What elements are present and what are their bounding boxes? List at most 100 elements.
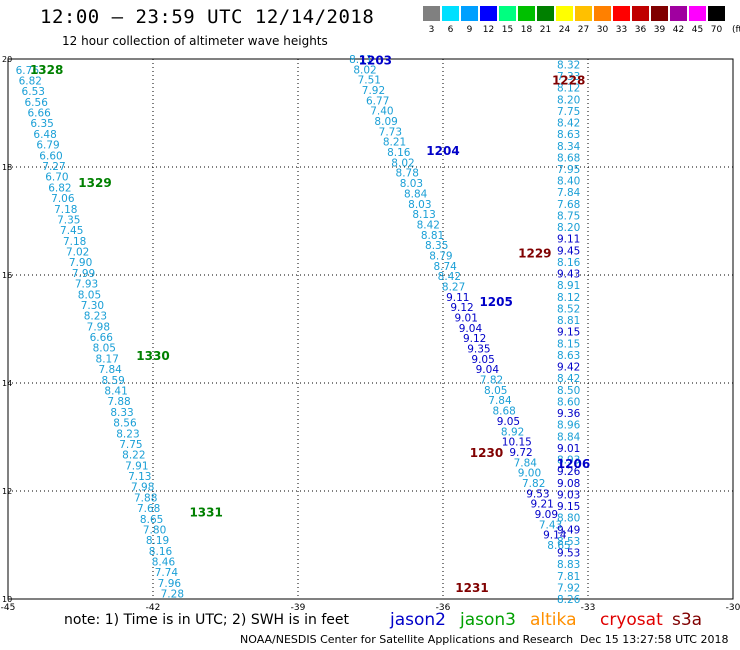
scale-label-30: 30 — [596, 25, 609, 35]
swh-value: 8.46 — [152, 557, 176, 569]
swh-value: 7.99 — [72, 268, 95, 280]
scale-unit: (ft) — [732, 25, 740, 35]
swh-value: 8.91 — [557, 280, 580, 292]
scale-swatch-27 — [575, 6, 593, 21]
swh-value: 7.02 — [66, 247, 89, 259]
swh-value: 8.78 — [396, 168, 419, 180]
lat-tick-label: 10 — [2, 595, 12, 604]
scale-label-12: 12 — [482, 25, 495, 35]
swh-value: 7.43 — [539, 519, 562, 531]
scale-swatch-33 — [613, 6, 631, 21]
swh-value: 9.15 — [557, 327, 580, 339]
swh-value: 7.18 — [63, 236, 86, 248]
scale-swatch-21 — [537, 6, 555, 21]
swh-value: 8.13 — [412, 209, 435, 221]
swh-value: 8.02 — [353, 64, 376, 76]
swh-value: 8.83 — [557, 559, 580, 571]
swh-value: 8.20 — [557, 94, 580, 106]
swh-value: 9.03 — [557, 489, 580, 501]
lat-tick-label: 18 — [2, 163, 12, 172]
swh-value: 8.03 — [408, 199, 431, 211]
swh-value: 8.23 — [116, 428, 139, 440]
swh-value: 6.79 — [36, 140, 59, 152]
swh-value: 7.33 — [557, 71, 580, 83]
scale-swatch-39 — [651, 6, 669, 21]
swh-value: 8.42 — [438, 271, 461, 283]
swh-value: 8.65 — [547, 540, 570, 552]
track-label-1330: 1330 — [136, 349, 169, 363]
swh-value: 8.96 — [557, 420, 581, 432]
swh-value: 9.15 — [557, 501, 580, 513]
swh-value: 7.90 — [69, 257, 92, 269]
lat-tick-label: 12 — [2, 487, 12, 496]
swh-value: 9.43 — [557, 269, 580, 281]
swh-value: 9.12 — [463, 333, 486, 345]
swh-value: 8.92 — [501, 426, 524, 438]
swh-value: 8.40 — [557, 176, 580, 188]
legend-s3a: s3a — [672, 610, 703, 630]
swh-value: 7.84 — [488, 395, 512, 407]
swh-value: 8.42 — [417, 219, 440, 231]
lat-tick-label: 20 — [2, 55, 12, 64]
map-frame — [7, 58, 734, 600]
scale-label-21: 21 — [539, 25, 552, 35]
swh-value: 8.63 — [557, 129, 580, 141]
swh-value: 7.13 — [128, 471, 151, 483]
scale-swatch-24 — [556, 6, 574, 21]
scale-swatch-45 — [689, 6, 707, 21]
swh-value: 9.53 — [526, 488, 549, 500]
map-grid — [7, 58, 734, 600]
lon-tick-label: -36 — [436, 603, 451, 613]
scale-label-18: 18 — [520, 25, 533, 35]
track-label-1203: 1203 — [359, 54, 392, 68]
legend-altika: altika — [530, 610, 577, 630]
swh-value: 7.80 — [143, 524, 166, 536]
swh-value: 8.41 — [104, 385, 127, 397]
swh-value: 8.75 — [557, 210, 580, 222]
swh-value: 7.74 — [155, 567, 179, 579]
track-label-1231: 1231 — [455, 581, 488, 595]
swh-value: 6.56 — [25, 97, 49, 109]
swh-value: 7.82 — [480, 375, 503, 387]
swh-value: 8.79 — [429, 250, 452, 262]
swh-value: 9.09 — [535, 509, 558, 521]
axis-ticks: -45 -42 -39 -36 -33 -30 10 12 14 16 18 20 — [1, 55, 740, 613]
scale-label-15: 15 — [501, 25, 514, 35]
swh-value: 9.11 — [557, 234, 580, 246]
swh-value: 7.06 — [51, 193, 75, 205]
swh-value: 7.18 — [54, 204, 77, 216]
swh-value: 8.19 — [146, 535, 169, 547]
swh-value: 7.35 — [57, 214, 80, 226]
scale-label-6: 6 — [447, 25, 454, 35]
scale-label-24: 24 — [558, 25, 571, 35]
swh-value: 9.05 — [471, 354, 494, 366]
swh-value: 8.17 — [96, 353, 119, 365]
swh-value: 7.91 — [125, 460, 148, 472]
track-label-1331: 1331 — [189, 506, 222, 520]
swh-value: 7.95 — [557, 164, 580, 176]
scale-swatch-15 — [499, 6, 517, 21]
lon-tick-label: -42 — [146, 603, 161, 613]
swh-value: 7.98 — [87, 321, 110, 333]
swh-value: 6.76 — [16, 65, 40, 77]
track-label-1230: 1230 — [470, 446, 503, 460]
swh-value: 8.81 — [557, 315, 580, 327]
swh-value: 8.27 — [442, 281, 465, 293]
swh-value: 8.05 — [78, 289, 101, 301]
track-label-1205: 1205 — [479, 295, 512, 309]
swh-value: 7.84 — [557, 187, 581, 199]
scale-label-39: 39 — [653, 25, 666, 35]
track-label-1328: 1328 — [30, 63, 63, 77]
legend-jason3: jason3 — [460, 610, 516, 630]
swh-value: 9.01 — [455, 313, 478, 325]
lon-tick-label: -45 — [1, 603, 16, 613]
swh-value: 6.66 — [27, 108, 51, 120]
swh-value: 8.22 — [122, 450, 145, 462]
swh-value: 6.60 — [39, 150, 62, 162]
track-label-1206: 1206 — [557, 457, 590, 471]
lon-tick-label: -30 — [726, 603, 740, 613]
lat-tick-label: 14 — [2, 379, 12, 388]
swh-value: 8.80 — [557, 513, 580, 525]
swh-value: 8.84 — [404, 188, 428, 200]
swh-value: 9.21 — [530, 499, 553, 511]
